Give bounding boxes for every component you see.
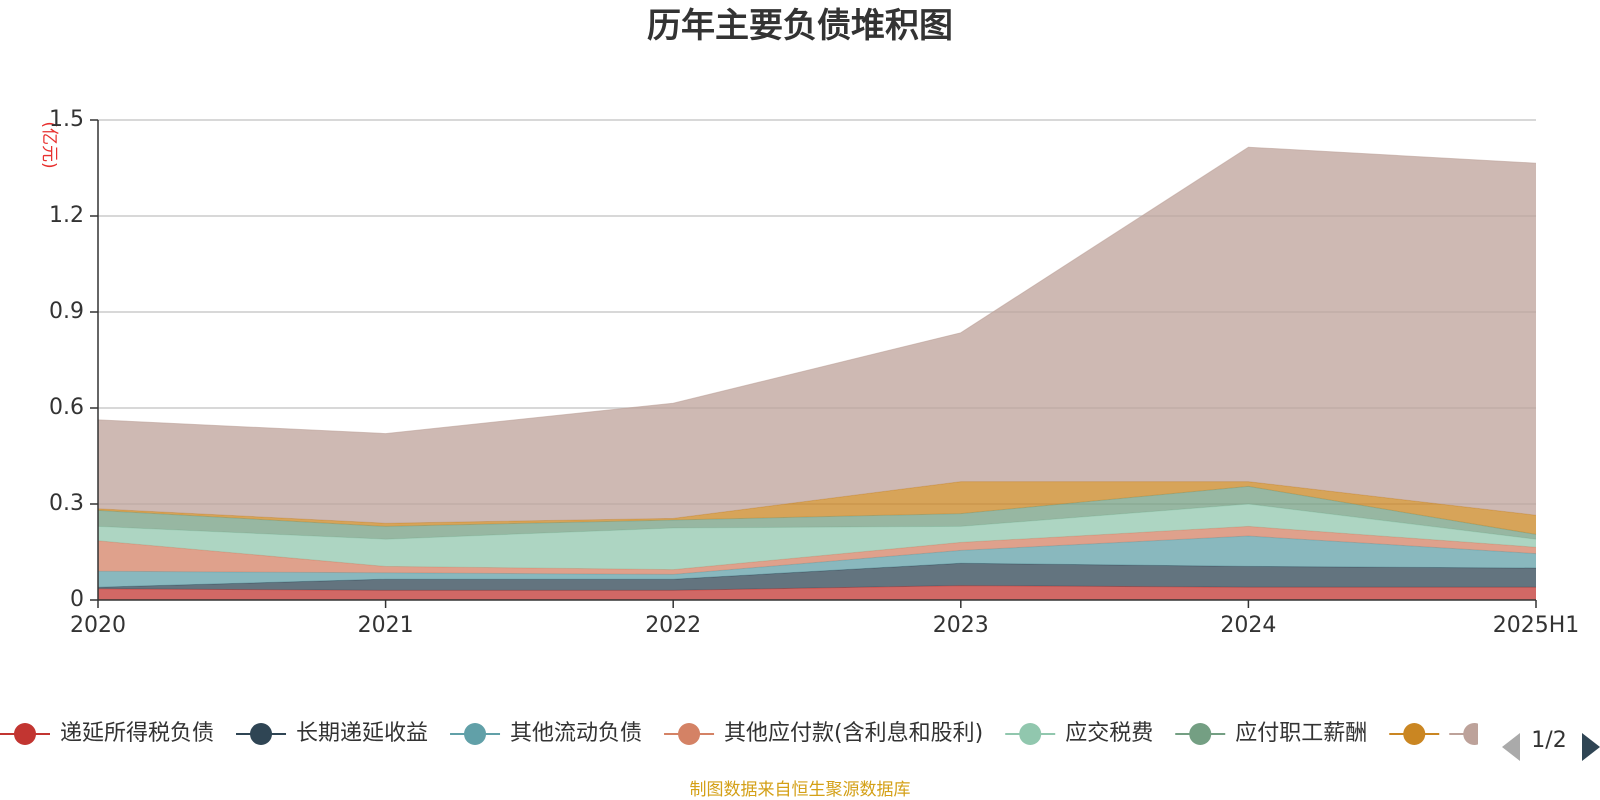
legend-item[interactable]: 其他应付款(含利息和股利) [664,721,983,746]
legend-circle-icon [1463,723,1478,745]
legend-item[interactable]: 应交税费 [1005,721,1153,746]
area-series-5[interactable] [98,486,1536,540]
y-tick-label: 0.9 [49,299,84,324]
x-tick-labels: 2020 2021 2022 2023 2024 2025H1 [70,600,1579,638]
legend-item[interactable] [1389,723,1440,745]
legend-circle-icon [678,723,701,745]
legend-item[interactable]: 长期递延收益 [236,721,428,746]
legend-label: 应付职工薪酬 [1235,721,1367,746]
legend-circle-icon [14,723,36,745]
y-tick-label: 0.3 [49,491,84,516]
legend: 递延所得税负债 长期递延收益 其他流动负债 其他应付款(含利息和股利) 应交税费 应付职工… [0,721,1499,746]
legend-circle-icon [464,723,487,745]
legend-label: 长期递延收益 [296,721,428,746]
chart-title: 历年主要负债堆积图 [647,6,953,46]
y-axis-unit-label: (亿元) [39,121,59,168]
area-series-6[interactable] [98,481,1536,535]
area-series-2[interactable] [98,536,1536,588]
y-tick-label: 1.2 [49,203,84,228]
legend-label: 递延所得税负债 [60,721,214,746]
x-tick-label: 2025H1 [1493,613,1580,638]
x-tick-label: 2022 [645,613,701,638]
area-series-7[interactable] [98,147,1536,524]
legend-label: 其他应付款(含利息和股利) [724,721,983,746]
y-tick-labels: 0 0.3 0.6 0.9 1.2 1.5 [49,107,84,612]
legend-pager: 1/2 [1502,728,1600,761]
legend-circle-icon [250,723,273,745]
area-series-line-7 [97,146,1537,435]
legend-next-arrow-icon[interactable] [1582,733,1600,761]
x-tick-label: 2020 [70,613,126,638]
y-tick-label: 0.6 [49,395,84,420]
area-series-4[interactable] [98,504,1536,570]
data-source-note: 制图数据来自恒生聚源数据库 [690,780,911,800]
legend-circle-icon [1403,723,1426,745]
legend-circle-icon [1019,723,1042,745]
x-tick-label: 2024 [1220,613,1276,638]
legend-item[interactable]: 递延所得税负债 [0,721,214,746]
legend-item[interactable]: 其他流动负债 [450,721,642,746]
x-tick-label: 2023 [933,613,989,638]
legend-item[interactable] [1449,723,1499,745]
axes [97,120,1536,601]
legend-label: 应交税费 [1065,721,1153,746]
legend-page-indicator: 1/2 [1531,728,1566,753]
x-tick-label: 2021 [358,613,414,638]
legend-prev-arrow-icon[interactable] [1502,733,1520,761]
area-series-1[interactable] [98,563,1536,591]
area-series-0[interactable] [98,585,1536,600]
stacked-areas [97,146,1537,600]
y-tick-label: 1.5 [49,107,84,132]
legend-item[interactable]: 应付职工薪酬 [1175,721,1367,746]
y-tick-label: 0 [70,587,84,612]
legend-label: 其他流动负债 [510,721,642,746]
legend-circle-icon [1189,723,1212,745]
area-series-3[interactable] [98,526,1536,575]
